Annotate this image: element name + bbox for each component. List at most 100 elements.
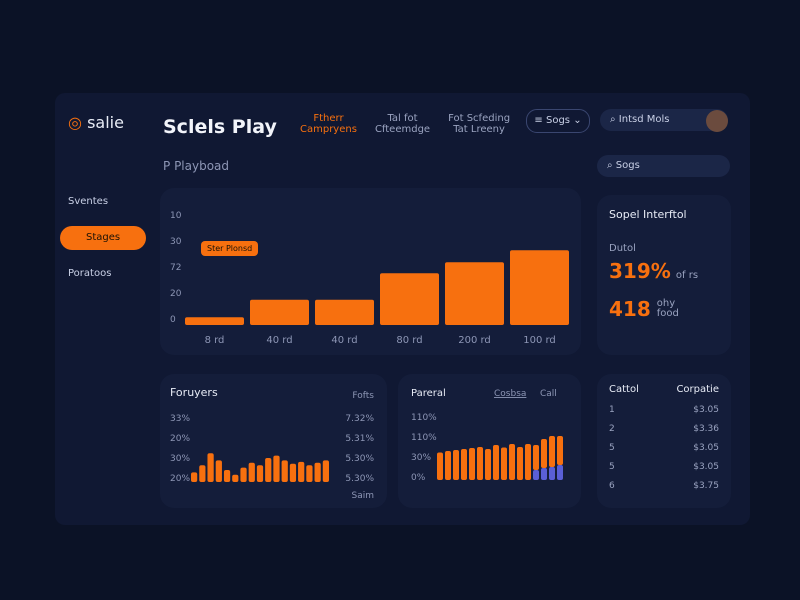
metric: 418 ohy food [609, 297, 679, 321]
nav-item[interactable]: Poratoos [68, 268, 112, 279]
bar [437, 452, 443, 480]
x-label: 100 rd [523, 335, 556, 346]
main-chart: 10 30 72 20 0 8 rd 40 rd 40 rd 80 rd 200 rd 100 rd [170, 211, 569, 346]
y-label: 30% [411, 453, 431, 463]
subtitle-text: Playboad [174, 159, 230, 173]
bar [510, 250, 569, 325]
bar [322, 460, 329, 482]
dropdown-text: Sogs [545, 115, 571, 126]
dropdown[interactable]: ≡ Sogs ⌄ [526, 109, 590, 133]
avatar[interactable] [706, 110, 728, 132]
nav-item[interactable]: Stages [60, 226, 146, 250]
y-label: 20% [170, 434, 190, 444]
bar [541, 468, 547, 480]
y-label: 20% [170, 474, 190, 484]
tab: Cosbsa [494, 389, 526, 399]
footer: Saim [352, 491, 375, 501]
bar [541, 439, 547, 468]
tab-line: Cfteemdge [374, 124, 431, 135]
search[interactable]: ⌕ Intsd Mols [600, 109, 728, 131]
cell: $3.36 [693, 424, 719, 434]
tabs: Ftherr Campryens Tal fot Cfteemdge Fot Scfed… [300, 113, 510, 135]
dropdown: Call [540, 389, 557, 399]
bar [256, 465, 264, 482]
bar [315, 299, 374, 325]
y-label: 30 [170, 237, 182, 247]
table: Cattol Corpatie 1 $3.05 2 $3.36 5 $3.05 5 $3.05 6 $… [597, 374, 731, 510]
tab-line: Tal fot [387, 113, 418, 124]
brand: ◎ salie [68, 113, 124, 132]
table-row: 5 $3.05 [609, 462, 719, 481]
y-label: 20 [170, 289, 182, 299]
bar [306, 465, 313, 482]
tab[interactable]: Tal fot Cfteemdge [375, 113, 430, 135]
nav-item[interactable]: Sventes [68, 196, 109, 207]
bar [223, 470, 231, 482]
cell: 2 [609, 424, 615, 434]
y-label: 5.31% [345, 434, 374, 444]
y-label: 30% [170, 454, 190, 464]
chart3: Pareral Cosbsa Call 110% 110% 30% 0% [411, 388, 563, 483]
chart2: Foruyers Fofts 33% 20% 30% 20% 7.32% 5.31% 5.30%… [170, 386, 375, 501]
table-row: 5 $3.05 [609, 443, 719, 462]
table-row: 2 $3.36 [609, 424, 719, 443]
bar [509, 444, 515, 480]
chart3-card: Pareral Cosbsa Call 110% 110% 30% 0% [398, 374, 581, 508]
metric-note: ohy [656, 298, 676, 309]
bar [281, 460, 288, 482]
table-header: Cattol Corpatie [609, 384, 719, 395]
side-card: Sopel Interftol Dutol 319% of rs 418 ohy f… [597, 195, 731, 355]
header-cell: Cattol [609, 384, 639, 395]
y-label: 0% [411, 473, 426, 483]
metric: 319% of rs [609, 259, 698, 283]
bar [265, 458, 272, 482]
bar [533, 445, 539, 470]
x-label: 200 rd [458, 335, 491, 346]
bar [185, 317, 244, 325]
bar [248, 462, 255, 482]
bar [485, 449, 491, 480]
x-label: 80 rd [396, 335, 422, 346]
table-row: 6 $3.75 [609, 481, 719, 500]
search2-text: Sogs [615, 160, 640, 171]
bar [250, 299, 309, 325]
bar [557, 436, 563, 465]
table-card: Cattol Corpatie 1 $3.05 2 $3.36 5 $3.05 5 $3.05 6 $… [597, 374, 731, 508]
bar [314, 462, 321, 482]
tab-line: Campryens [300, 124, 357, 135]
y-label: 5.30% [345, 474, 374, 484]
main-card: 10 30 72 20 0 8 rd 40 rd 40 rd 80 rd 200 rd 100 rd [160, 188, 581, 355]
bar [501, 447, 507, 480]
x-label: 8 rd [205, 335, 225, 346]
cell: 6 [609, 481, 615, 491]
bar [557, 465, 563, 480]
cell: 5 [609, 443, 615, 453]
x-label: 40 rd [266, 335, 292, 346]
side-label: Dutol [609, 243, 636, 254]
bar [199, 465, 206, 482]
side-title: Sopel Interftol [609, 208, 687, 221]
search-text: Intsd Mols [618, 114, 670, 125]
bar [380, 273, 439, 325]
bar [232, 474, 239, 482]
cell: 1 [609, 405, 615, 415]
tab[interactable]: Ftherr Campryens [300, 113, 357, 135]
annotation: Ster Plonsd [201, 241, 259, 256]
tab[interactable]: Fot Scfeding Tat Lreeny [448, 113, 510, 135]
bar [549, 436, 555, 467]
metric-note: food [656, 308, 679, 319]
bar [517, 447, 523, 480]
search2[interactable]: ⌕ Sogs [597, 155, 730, 177]
y-label: 110% [411, 433, 437, 443]
bar [453, 450, 459, 480]
cell: $3.05 [693, 462, 719, 472]
x-label: 40 rd [331, 335, 357, 346]
y-label: 0 [170, 315, 176, 325]
bar [525, 444, 531, 480]
bar [273, 455, 280, 482]
y-label: 33% [170, 414, 190, 424]
bar [461, 449, 467, 480]
metric-value: 418 [609, 297, 651, 321]
bar [240, 467, 247, 482]
y-label: 72 [170, 263, 181, 273]
